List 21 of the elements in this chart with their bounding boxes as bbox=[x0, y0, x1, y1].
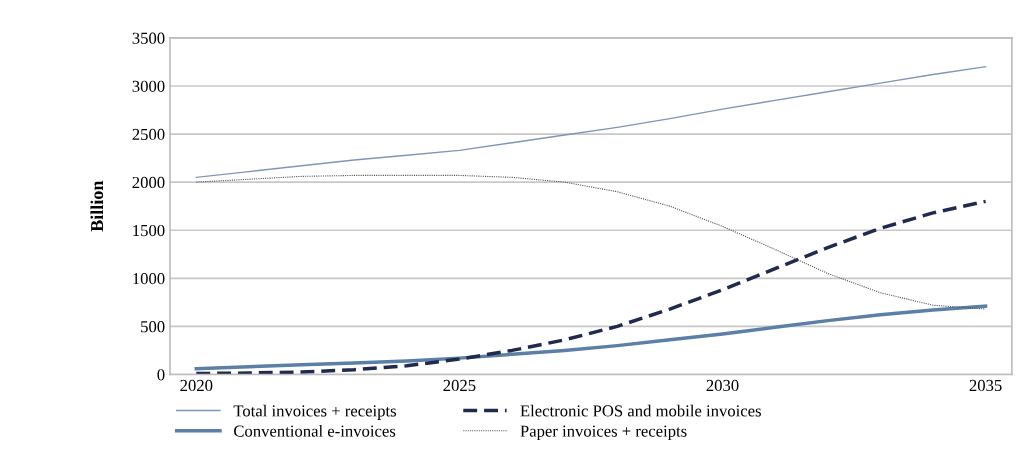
y-tick-label: 3500 bbox=[132, 32, 165, 44]
line-series bbox=[194, 304, 988, 371]
y-tick-label: 1500 bbox=[133, 224, 165, 237]
x-tick-label: 2025 bbox=[443, 379, 476, 392]
y-tick-label: 0 bbox=[157, 369, 165, 381]
x-tick-label: 2035 bbox=[969, 379, 1002, 392]
y-tick-label: 3000 bbox=[132, 80, 165, 92]
legend-label: Conventional e-invoices bbox=[234, 425, 396, 437]
line-series bbox=[195, 66, 987, 179]
x-tick-label: 2030 bbox=[706, 379, 739, 392]
y-tick-label: 500 bbox=[141, 321, 165, 333]
legend-label: Paper invoices + receipts bbox=[520, 425, 687, 441]
line-series bbox=[194, 199, 988, 375]
y-tick-label: 1000 bbox=[133, 273, 165, 285]
legend-label: Electronic POS and mobile invoices bbox=[520, 404, 761, 417]
legend-label: Total invoices + receipts bbox=[233, 404, 397, 420]
line-series bbox=[195, 174, 987, 310]
y-axis-title: Billion bbox=[90, 180, 104, 232]
y-tick-label: 2500 bbox=[132, 128, 165, 141]
y-tick-label: 2000 bbox=[132, 176, 165, 189]
x-tick-label: 2020 bbox=[180, 379, 213, 392]
